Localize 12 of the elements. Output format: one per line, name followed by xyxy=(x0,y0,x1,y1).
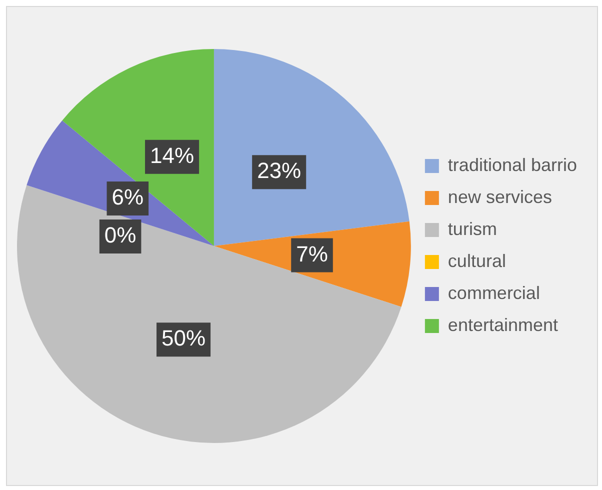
legend-label: new services xyxy=(448,186,552,207)
legend-label: cultural xyxy=(448,250,506,271)
data-label: 14% xyxy=(150,142,194,168)
data-label: 7% xyxy=(296,241,328,266)
text: 0% xyxy=(104,222,136,248)
legend-label: entertainment xyxy=(448,314,558,335)
legend-label: turism xyxy=(448,218,497,239)
data-label: 23% xyxy=(257,158,302,184)
data-label: 50% xyxy=(162,326,206,351)
legend-label: commercial xyxy=(448,282,540,303)
data-label: 6% xyxy=(112,184,144,210)
legend-label: traditional barrio xyxy=(448,154,578,175)
